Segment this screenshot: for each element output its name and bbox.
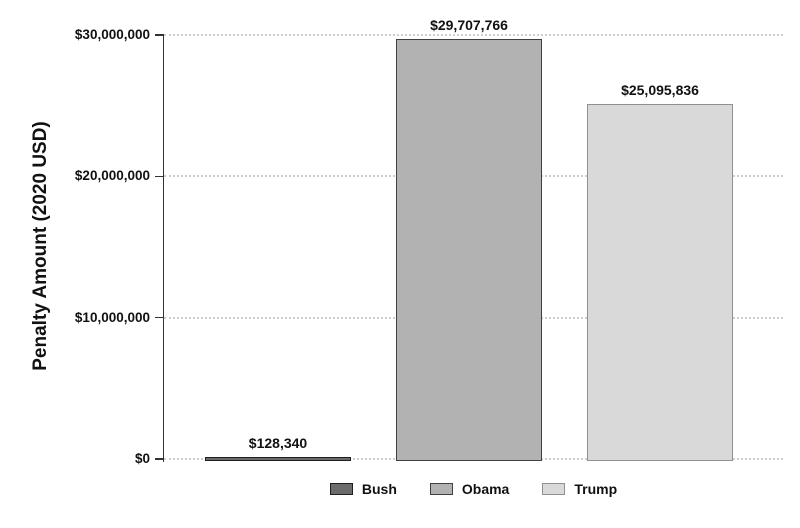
legend-swatch-bush: [329, 483, 353, 495]
bar-obama: [396, 39, 542, 461]
y-tick-mark: [155, 458, 164, 460]
legend-item-obama: Obama: [429, 481, 510, 497]
legend-item-trump: Trump: [542, 481, 617, 497]
legend: Bush Obama Trump: [164, 481, 783, 497]
y-tick-mark: [155, 34, 164, 36]
y-gridline: [164, 34, 783, 36]
legend-label-bush: Bush: [361, 481, 397, 497]
legend-item-bush: Bush: [329, 481, 397, 497]
legend-swatch-trump: [542, 483, 566, 495]
bar-value-label-obama: $29,707,766: [430, 17, 508, 34]
y-tick-label: $0: [134, 451, 150, 466]
bar-trump: [587, 104, 733, 461]
legend-label-trump: Trump: [574, 481, 618, 497]
y-axis-line: [162, 34, 164, 462]
y-axis-title: Penalty Amount (2020 USD): [30, 121, 51, 371]
bar-bush: [205, 457, 351, 461]
y-tick-label: $20,000,000: [74, 168, 150, 184]
bar-value-label-bush: $128,340: [248, 435, 308, 452]
legend-swatch-obama: [429, 483, 453, 495]
bar-value-label-trump: $25,095,836: [621, 82, 699, 99]
plot-area: $128,340 $29,707,766 $25,095,836: [164, 17, 783, 461]
y-tick-mark: [155, 175, 164, 178]
legend-label-obama: Obama: [461, 481, 510, 497]
y-tick-label: $10,000,000: [74, 309, 150, 325]
y-tick-label: $30,000,000: [74, 27, 150, 42]
y-tick-mark: [155, 316, 164, 319]
